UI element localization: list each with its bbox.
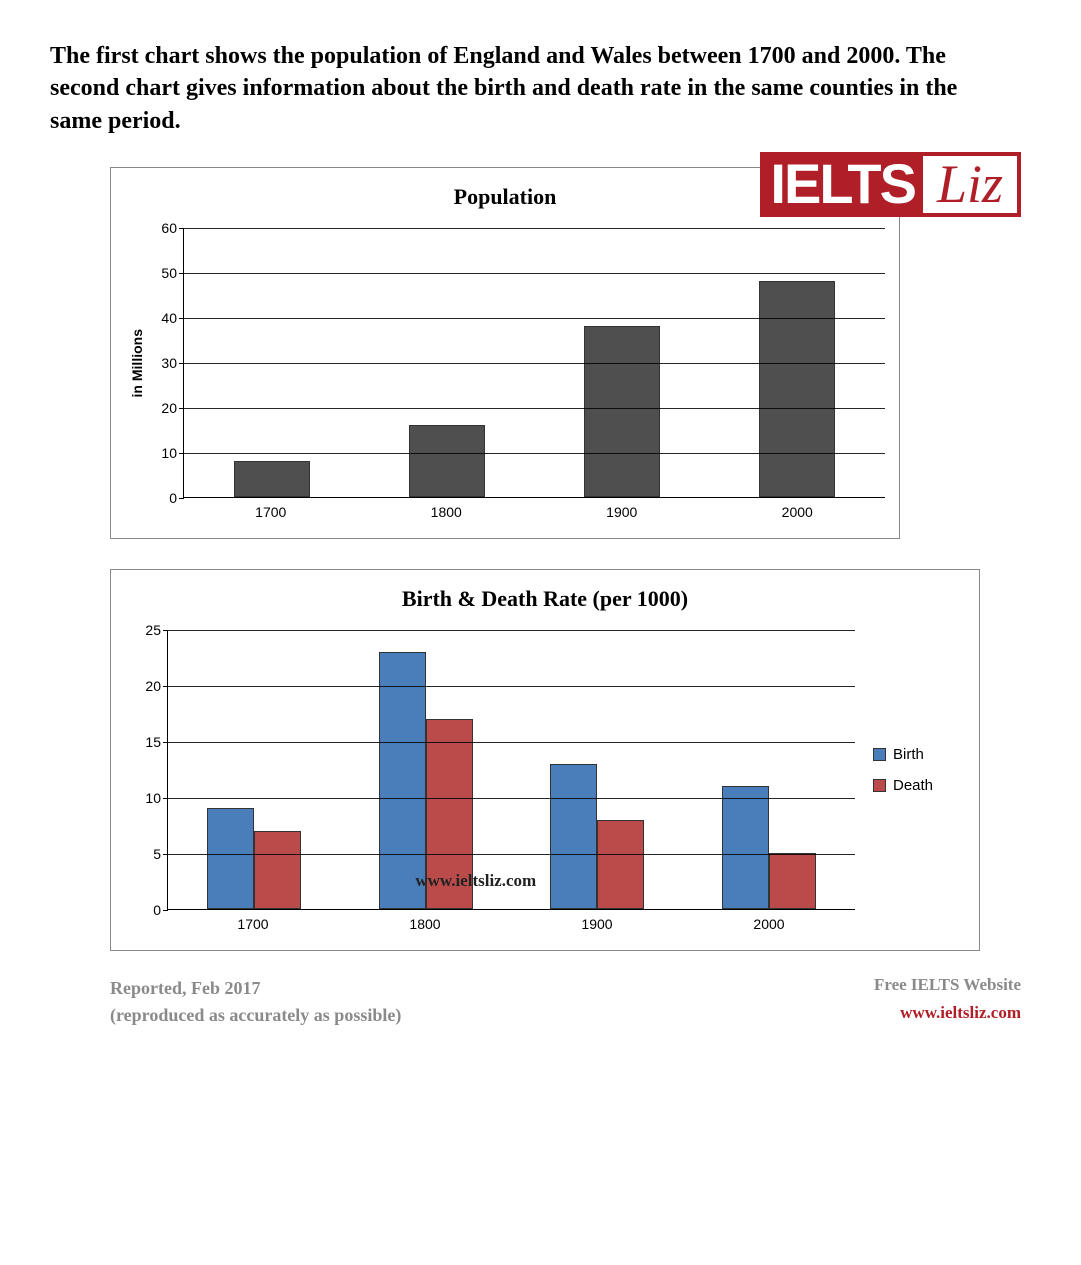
bar <box>254 831 301 909</box>
legend-label: Birth <box>893 746 924 763</box>
chart2-xticks: 1700180019002000 <box>167 910 855 932</box>
chart2-title: Birth & Death Rate (per 1000) <box>125 586 965 612</box>
gridline <box>184 228 885 229</box>
gridline <box>184 363 885 364</box>
logo-left: IELTS <box>764 156 923 213</box>
bar <box>207 808 254 909</box>
bar <box>550 764 597 910</box>
ytick-label: 20 <box>161 400 177 416</box>
bar <box>597 820 644 910</box>
legend-swatch <box>873 748 886 761</box>
logo-right: Liz <box>923 156 1017 213</box>
legend-swatch <box>873 779 886 792</box>
ytick-label: 50 <box>161 265 177 281</box>
chart1-yticks: 6050403020100 <box>149 228 183 498</box>
bar-group <box>340 630 512 909</box>
gridline <box>184 408 885 409</box>
gridline <box>184 453 885 454</box>
footer-site-label: Free IELTS Website <box>874 975 1021 995</box>
footer-reported: Reported, Feb 2017 <box>110 975 401 1002</box>
chart2-plot: www.ieltsliz.com <box>167 630 855 910</box>
bar <box>584 326 660 497</box>
chart1-ylabel: in Millions <box>125 329 149 397</box>
chart1-plot <box>183 228 885 498</box>
task-description: The first chart shows the population of … <box>50 40 1010 137</box>
gridline <box>184 318 885 319</box>
ytick-label: 40 <box>161 310 177 326</box>
ytick-label: 10 <box>145 790 161 806</box>
bar-group <box>512 630 684 909</box>
footer: Reported, Feb 2017 (reproduced as accura… <box>110 975 1021 1029</box>
footer-site-url: www.ieltsliz.com <box>874 1003 1021 1023</box>
ytick-label: 30 <box>161 355 177 371</box>
xtick-label: 1800 <box>359 498 535 520</box>
bar <box>234 461 310 497</box>
gridline <box>168 742 855 743</box>
gridline <box>168 798 855 799</box>
gridline <box>168 686 855 687</box>
gridline <box>184 273 885 274</box>
footer-right: Free IELTS Website www.ieltsliz.com <box>874 975 1021 1029</box>
bar <box>409 425 485 497</box>
ytick-label: 15 <box>145 734 161 750</box>
population-chart: Population in Millions 6050403020100 . 1… <box>110 167 900 539</box>
xtick-label: 2000 <box>683 910 855 932</box>
ytick-label: 25 <box>145 622 161 638</box>
bar-group <box>683 630 855 909</box>
bar-group <box>168 630 340 909</box>
bar <box>722 786 769 909</box>
ytick-label: 60 <box>161 220 177 236</box>
xtick-label: 1900 <box>511 910 683 932</box>
xtick-label: 1800 <box>339 910 511 932</box>
ielts-liz-logo: IELTS Liz <box>760 152 1021 217</box>
bar <box>769 853 816 909</box>
legend-item: Birth <box>873 746 965 763</box>
footer-note: (reproduced as accurately as possible) <box>110 1002 401 1029</box>
xtick-label: 1700 <box>183 498 359 520</box>
chart1-xticks: 1700180019002000 <box>183 498 885 520</box>
chart2-legend: Birth Death <box>855 630 965 910</box>
ytick-label: 20 <box>145 678 161 694</box>
xtick-label: 1900 <box>534 498 710 520</box>
footer-left: Reported, Feb 2017 (reproduced as accura… <box>110 975 401 1029</box>
bar <box>759 281 835 497</box>
xtick-label: 1700 <box>167 910 339 932</box>
chart2-watermark: www.ieltsliz.com <box>415 871 536 891</box>
xtick-label: 2000 <box>710 498 886 520</box>
chart2-yticks: 2520151050 <box>125 630 167 910</box>
legend-item: Death <box>873 777 965 794</box>
ytick-label: 10 <box>161 445 177 461</box>
birth-death-chart: Birth & Death Rate (per 1000) 2520151050… <box>110 569 980 951</box>
gridline <box>168 854 855 855</box>
legend-label: Death <box>893 777 933 794</box>
gridline <box>168 630 855 631</box>
ytick-label: 5 <box>153 846 161 862</box>
